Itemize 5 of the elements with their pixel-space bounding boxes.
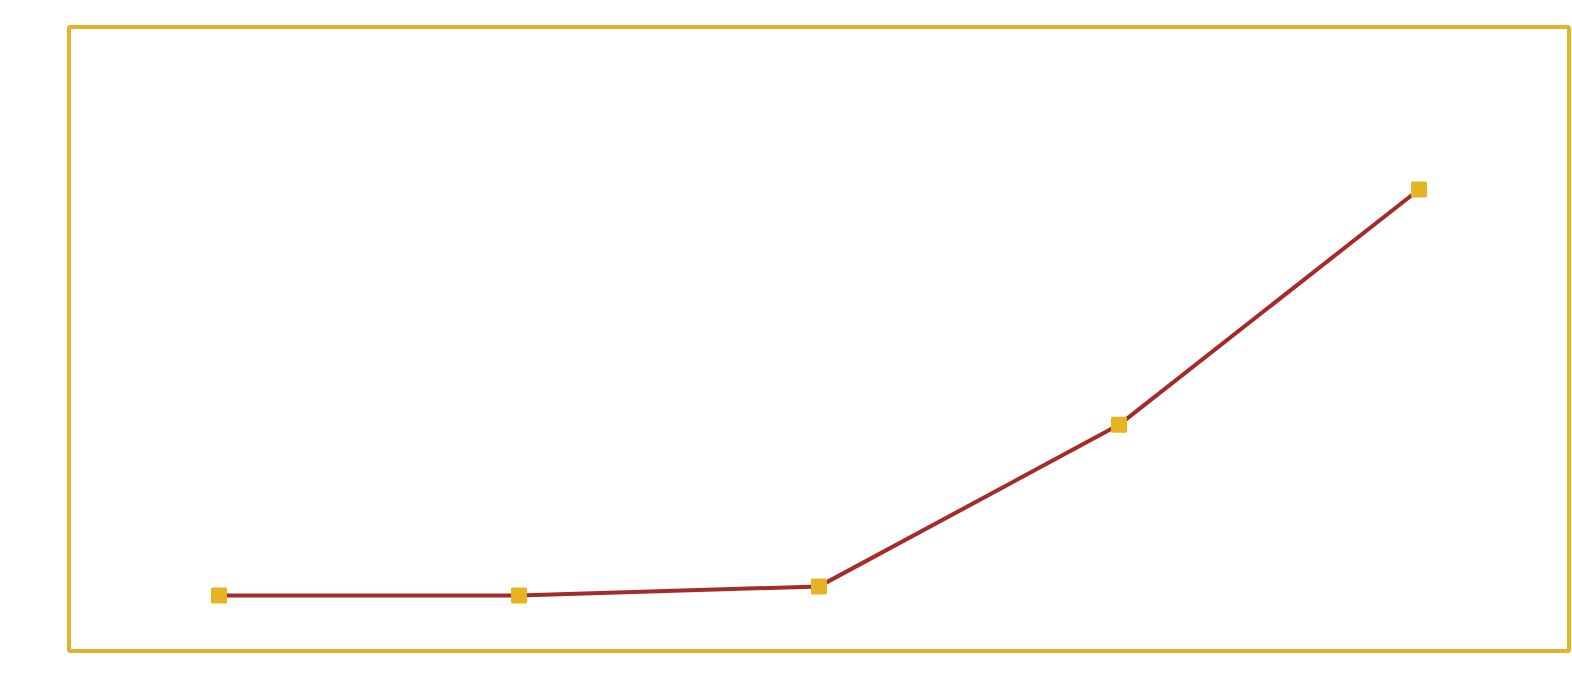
point	[1411, 181, 1427, 198]
point	[1111, 416, 1127, 433]
point	[811, 578, 827, 595]
point	[211, 587, 227, 604]
point	[511, 587, 527, 604]
